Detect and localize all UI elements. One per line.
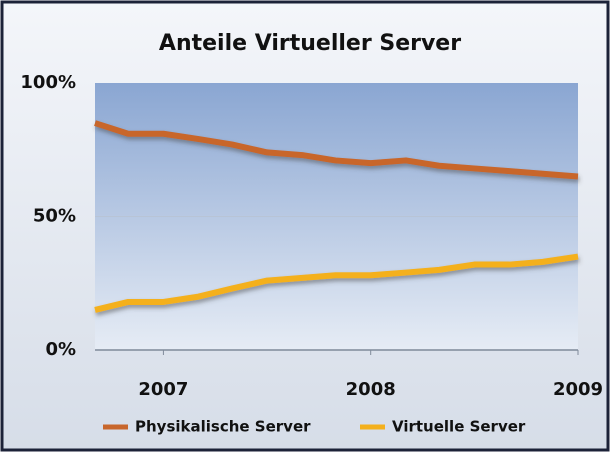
chart-title: Anteile Virtueller Server <box>159 31 461 56</box>
x-tick-label: 2008 <box>346 379 396 400</box>
x-tick-label: 2009 <box>553 379 603 400</box>
y-tick-label: 0% <box>45 339 76 360</box>
series-line <box>94 120 579 180</box>
series-line <box>94 253 579 313</box>
x-tick-label: 2007 <box>138 379 188 400</box>
y-tick-label: 50% <box>33 206 76 227</box>
legend-label: Physikalische Server <box>135 418 311 436</box>
legend-label: Virtuelle Server <box>392 418 526 436</box>
y-tick-label: 100% <box>20 72 76 93</box>
